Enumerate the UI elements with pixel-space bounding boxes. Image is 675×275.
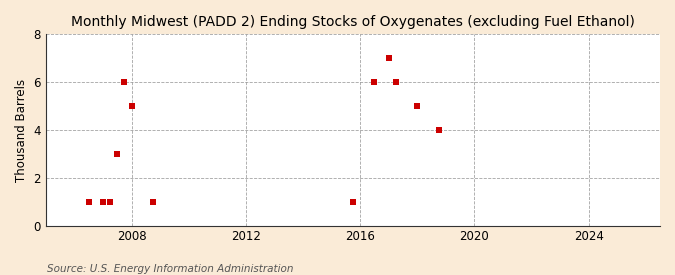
Y-axis label: Thousand Barrels: Thousand Barrels (15, 78, 28, 182)
Title: Monthly Midwest (PADD 2) Ending Stocks of Oxygenates (excluding Fuel Ethanol): Monthly Midwest (PADD 2) Ending Stocks o… (71, 15, 635, 29)
Point (383, 56, 394, 60)
Point (412, 104, 423, 108)
Point (105, 200, 115, 204)
Point (98, 200, 109, 204)
Point (390, 80, 401, 84)
Point (126, 104, 137, 108)
Point (369, 80, 380, 84)
Point (148, 200, 159, 204)
Point (112, 152, 123, 156)
Point (119, 80, 130, 84)
Point (83, 200, 94, 204)
Text: Source: U.S. Energy Information Administration: Source: U.S. Energy Information Administ… (47, 264, 294, 274)
Point (348, 200, 358, 204)
Point (433, 128, 444, 132)
